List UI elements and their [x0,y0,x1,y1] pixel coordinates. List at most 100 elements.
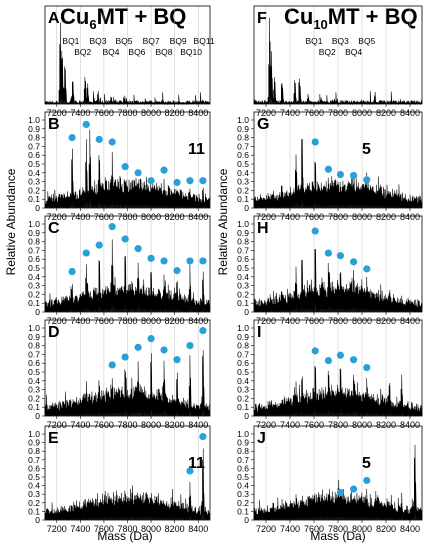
x-tick-label: 7400 [280,524,300,534]
y-tick-label: 1.0 [28,219,40,229]
peak-marker [82,249,90,257]
y-tick-label: 0.2 [237,289,249,299]
y-tick-label: 0.1 [237,402,249,412]
y-tick-label: 0.4 [237,481,249,491]
x-tick-label: 8400 [400,524,420,534]
peak-marker [336,252,344,260]
panel-letter: D [48,324,60,341]
x-tick-label: 8000 [352,420,372,430]
bq-label: BQ8 [156,47,173,57]
y-tick-label: 0.4 [237,376,249,386]
spectrum-trace [253,444,423,521]
peak-marker [82,120,90,128]
y-tick-label: 0.7 [237,455,249,465]
peak-marker [160,166,168,174]
y-tick-label: 0.3 [28,385,40,395]
bq-label: BQ4 [345,47,362,57]
peak-marker [311,347,319,355]
peak-marker [199,432,207,441]
y-tick-label: 0.7 [28,455,40,465]
y-tick-label: 0.6 [237,254,249,264]
bq-label: BQ5 [358,36,375,46]
panel-letter: I [257,324,261,341]
panel-annotation: 11 [188,455,205,472]
peak-marker [350,171,358,180]
x-tick-label: 8200 [165,524,185,534]
peak-marker [324,356,332,365]
peak-marker [336,170,344,179]
panel-letter: G [257,116,269,133]
peak-marker [68,267,76,276]
y-tick-label: 0.5 [237,472,249,482]
bq-label: BQ3 [90,36,107,46]
x-tick-label: 7800 [117,420,137,430]
y-tick-label: 0.6 [28,254,40,264]
peak-marker [311,138,319,146]
y-tick-label: 0.4 [237,168,249,178]
y-tick-label: 0.2 [28,185,40,195]
panels-group: 7200 7400 7600 7800 8000 8200 8400ABQ1BQ2BQ3BQ… [28,5,423,534]
x-tick-label: 7200 [47,420,67,430]
panel-annotation: 5 [362,455,371,472]
x-axis-label-left: Mass (Da) [97,529,152,543]
y-tick-label: 0.1 [28,506,40,516]
panel-j: 7200 7400 7600 7800 8000 8200 840000.10.20.30.… [237,425,423,534]
panel-letter: A [48,10,60,27]
panel-letter: C [48,220,60,237]
peak-marker [363,265,371,273]
x-tick-label: 8000 [141,524,161,534]
y-tick-label: 0 [35,307,40,317]
y-tick-label: 0.4 [28,376,40,386]
y-tick-label: 0.2 [28,393,40,403]
spectrum-trace [253,249,423,313]
y-tick-label: 0.6 [28,463,40,473]
spectrum-trace [253,17,423,106]
left-column-title: Cu6MT + BQ [60,4,186,32]
peak-marker [121,163,129,171]
y-tick-label: 0 [35,411,40,421]
y-tick-label: 0.5 [28,367,40,377]
panel-g: 7200 7400 7600 7800 8000 8200 840000.10.20.30.… [237,111,423,222]
y-tick-label: 0.8 [28,446,40,456]
peak-marker [186,257,194,265]
peak-marker [363,176,371,184]
y-tick-label: 0.7 [28,349,40,359]
x-tick-label: 7200 [47,524,67,534]
y-tick-label: 1.0 [237,429,249,439]
peak-marker [336,488,344,497]
y-tick-label: 0.5 [237,159,249,169]
panel-letter: E [48,430,59,447]
y-tick-label: 0.3 [28,281,40,291]
y-tick-label: 0 [35,515,40,525]
y-tick-label: 0.5 [237,367,249,377]
y-tick-label: 0.3 [28,177,40,187]
spectrum-trace [253,365,423,417]
peak-marker [199,327,207,335]
x-tick-label: 8000 [141,420,161,430]
x-tick-label: 8400 [400,420,420,430]
y-tick-label: 0.8 [28,341,40,351]
y-tick-label: 1.0 [237,323,249,333]
bq-label: BQ11 [194,36,215,46]
bq-label: BQ6 [128,47,145,57]
x-tick-label: 8400 [188,524,208,534]
y-tick-label: 0.5 [28,472,40,482]
x-tick-label: 7200 [256,524,276,534]
panel-e: 7200 7400 7600 7800 8000 8200 840000.10.20.30.… [28,425,211,534]
x-tick-label: 7400 [280,420,300,430]
x-tick-label: 8200 [376,420,396,430]
bq-label: BQ9 [170,36,187,46]
peak-marker [95,241,103,249]
x-tick-label: 8000 [352,524,372,534]
y-tick-label: 0.3 [237,489,249,499]
x-tick-label: 7800 [117,524,137,534]
x-tick-label: 7600 [94,420,114,430]
y-tick-label: 0.6 [28,150,40,160]
y-tick-label: 0.1 [28,402,40,412]
peak-marker [108,361,116,369]
peak-marker [147,254,155,262]
y-tick-label: 0.2 [28,498,40,508]
peak-marker [134,245,142,253]
bq-label: BQ3 [332,36,349,46]
y-tick-label: 0.5 [28,159,40,169]
